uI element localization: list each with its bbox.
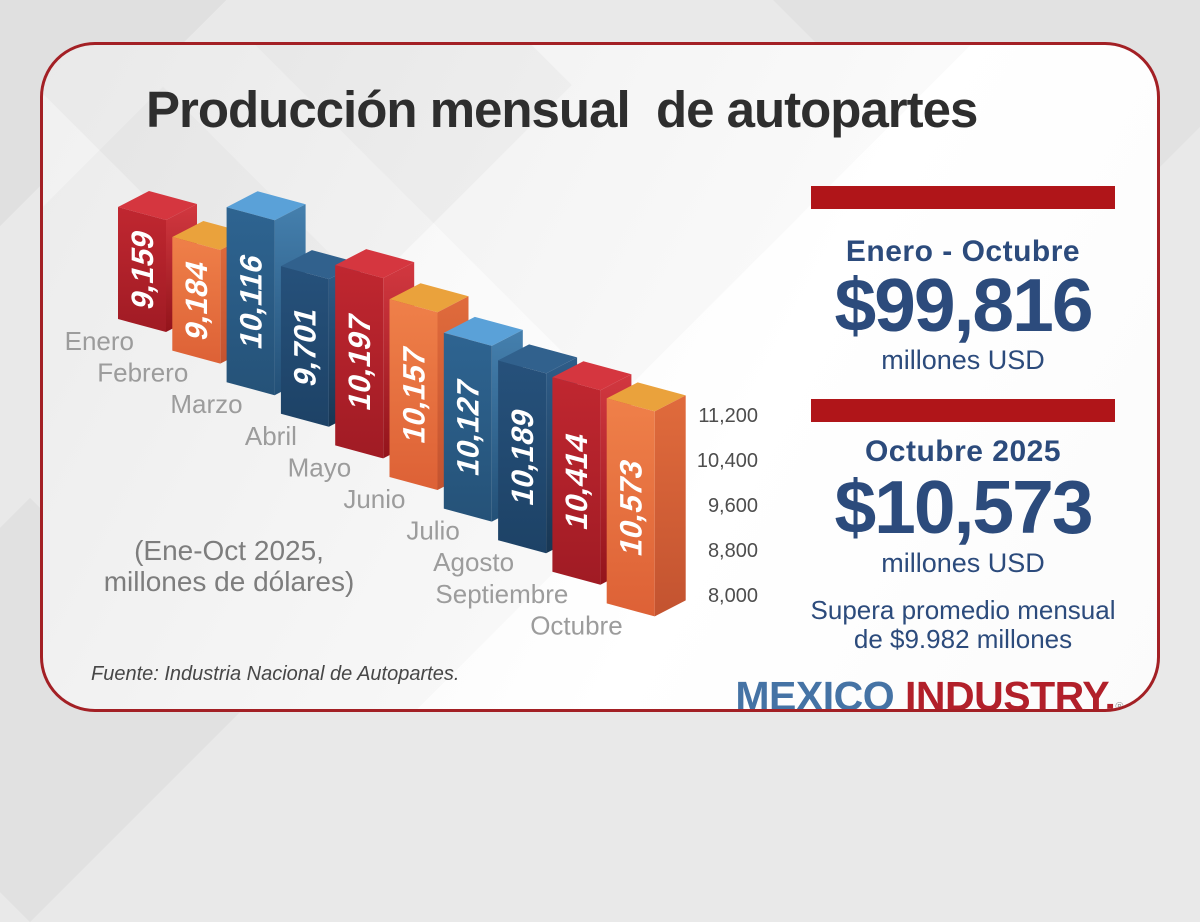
month-value: $10,573 xyxy=(834,465,1093,549)
bar-top-face xyxy=(443,316,523,346)
y-axis-tick: 9,600 xyxy=(708,495,758,517)
bar-value-label: 9,159 xyxy=(124,226,159,313)
accent-bar-top xyxy=(811,186,1115,209)
month-label: Septiembre xyxy=(435,579,568,609)
average-footnote-line2: de $9.982 millones xyxy=(853,624,1073,654)
bar-top-face xyxy=(118,191,197,220)
month-label: Marzo xyxy=(170,389,242,419)
month-label: Febrero xyxy=(97,358,188,388)
bar-front-face xyxy=(226,207,275,396)
bar-front-face xyxy=(606,398,655,617)
average-footnote: Supera promedio mensual de $9.982 millon… xyxy=(801,596,1125,654)
logo-word-industry: INDUSTRY. xyxy=(894,673,1116,712)
chart-unit-note-line2: millones de dólares) xyxy=(103,566,355,597)
bar-front-face xyxy=(118,207,166,332)
bar-top-face xyxy=(498,344,578,374)
average-footnote-line1: Supera promedio mensual xyxy=(810,595,1116,625)
summary-panel: Enero - Octubre $99,816 millones USD Oct… xyxy=(801,45,1125,709)
bar-front-face xyxy=(335,265,384,459)
month-label: Junio xyxy=(343,484,405,514)
bar-value-label: 9,701 xyxy=(287,303,322,390)
period-total-unit: millones USD xyxy=(881,345,1045,375)
bar-side-face xyxy=(654,395,686,617)
period-total-value: $99,816 xyxy=(834,263,1093,347)
page-title: Producción mensual de autopartes xyxy=(146,81,978,138)
bar-value-label: 10,573 xyxy=(613,455,648,559)
mexico-industry-logo: MEXICO INDUSTRY.® xyxy=(683,673,1123,712)
bar-value-label: 10,197 xyxy=(342,310,377,414)
registered-mark-icon: ® xyxy=(1115,701,1123,712)
chart-unit-note-line1: (Ene-Oct 2025, xyxy=(134,535,324,566)
chart-unit-note: (Ene-Oct 2025, millones de dólares) xyxy=(89,535,369,597)
bar-front-face xyxy=(280,266,329,427)
source-note: Fuente: Industria Nacional de Autopartes… xyxy=(91,663,460,685)
bar-front-face xyxy=(443,332,492,522)
infographic-card: Producción mensual de autopartes 9,159 En… xyxy=(40,42,1160,712)
month-heading: Octubre 2025 xyxy=(864,435,1062,468)
logo-word-mexico: MEXICO xyxy=(735,673,895,712)
bar-value-label: 10,414 xyxy=(559,428,594,533)
month-label: Enero xyxy=(65,326,134,356)
month-unit: millones USD xyxy=(881,548,1045,578)
bar-top-face xyxy=(226,191,306,221)
bar-top-face xyxy=(606,382,686,412)
bar-front-face xyxy=(389,299,438,490)
bar-front-face xyxy=(172,237,221,364)
y-axis-tick: 8,000 xyxy=(708,585,758,607)
bar-value-label: 10,127 xyxy=(450,375,485,479)
y-axis-tick: 8,800 xyxy=(708,540,758,562)
month-label: Abril xyxy=(245,421,297,451)
bar-front-face xyxy=(498,360,547,554)
y-axis-tick: 11,200 xyxy=(698,405,758,427)
accent-bar-bottom xyxy=(811,399,1115,422)
month-label: Julio xyxy=(406,516,459,546)
bar-top-face xyxy=(552,361,632,391)
bar-top-face xyxy=(389,283,469,313)
bar-value-label: 9,184 xyxy=(179,256,214,343)
bar-value-label: 10,157 xyxy=(396,343,431,447)
bar-value-label: 10,189 xyxy=(504,405,539,509)
period-heading: Enero - Octubre xyxy=(845,235,1081,268)
month-label: Agosto xyxy=(433,547,514,577)
bar-octubre: 10,573 xyxy=(606,382,686,617)
bar-top-face xyxy=(335,249,415,279)
month-label: Octubre xyxy=(530,610,623,640)
month-label: Mayo xyxy=(288,452,352,482)
production-bar-chart: 9,159 Enero 9,184 Febrero 10,116 Marzo 9,701 Ab… xyxy=(65,191,758,640)
bar-front-face xyxy=(552,377,601,585)
y-axis-tick: 10,400 xyxy=(697,450,758,472)
bar-value-label: 10,116 xyxy=(233,250,268,353)
